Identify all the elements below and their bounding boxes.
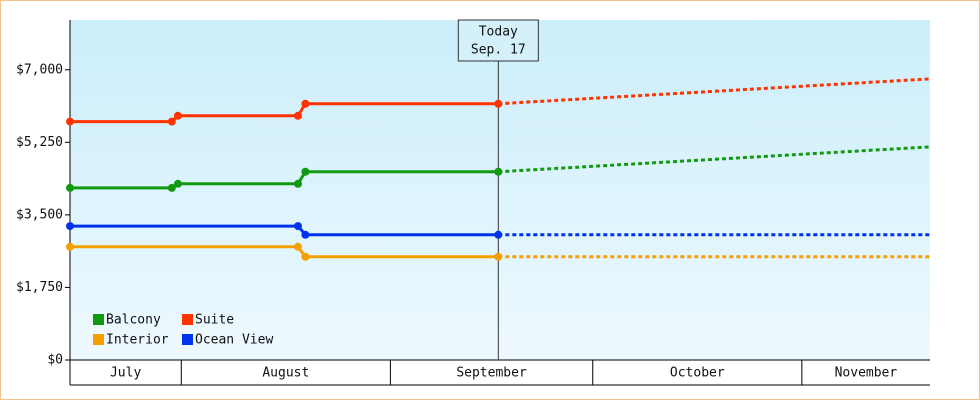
point xyxy=(66,222,74,231)
legend-swatch xyxy=(182,334,193,345)
legend-label: Balcony xyxy=(106,313,161,328)
legend-label: Interior xyxy=(106,333,169,348)
point xyxy=(494,252,503,261)
y-tick-label: $1,750 xyxy=(16,280,63,295)
point xyxy=(293,179,302,188)
point xyxy=(173,111,182,120)
y-tick-label: $5,250 xyxy=(16,135,63,150)
series-line xyxy=(70,224,499,237)
x-tick-label: August xyxy=(262,366,309,381)
x-tick-label: October xyxy=(670,366,725,381)
point xyxy=(66,117,74,126)
x-tick-label: September xyxy=(456,366,527,381)
point xyxy=(301,99,310,108)
legend-label: Ocean View xyxy=(195,333,273,348)
legend-swatch xyxy=(182,314,193,325)
point xyxy=(167,183,176,192)
legend-swatch xyxy=(93,334,104,345)
series-line xyxy=(70,245,499,259)
point xyxy=(173,179,182,188)
plot-area xyxy=(70,20,930,360)
point xyxy=(301,230,310,239)
point xyxy=(494,167,503,176)
point xyxy=(167,117,176,126)
y-tick-label: $3,500 xyxy=(16,207,63,222)
y-tick-label: $0 xyxy=(47,353,63,368)
point xyxy=(301,252,310,261)
today-title: Today xyxy=(479,25,518,40)
series-line xyxy=(70,102,499,124)
point xyxy=(293,111,302,120)
point xyxy=(293,222,302,231)
today-box xyxy=(457,19,539,62)
point xyxy=(66,242,74,251)
x-tick-label: July xyxy=(110,366,141,381)
point xyxy=(66,183,74,192)
point xyxy=(293,242,302,251)
forecast-line xyxy=(498,77,931,106)
today-date: Sep. 17 xyxy=(471,43,526,58)
forecast-line xyxy=(498,145,931,174)
y-tick-label: $7,000 xyxy=(16,62,63,77)
x-tick-label: November xyxy=(835,366,898,381)
legend-swatch xyxy=(93,314,104,325)
point xyxy=(494,230,503,239)
series-line xyxy=(70,170,499,190)
point xyxy=(494,99,503,108)
legend-label: Suite xyxy=(195,313,234,328)
point xyxy=(301,167,310,176)
